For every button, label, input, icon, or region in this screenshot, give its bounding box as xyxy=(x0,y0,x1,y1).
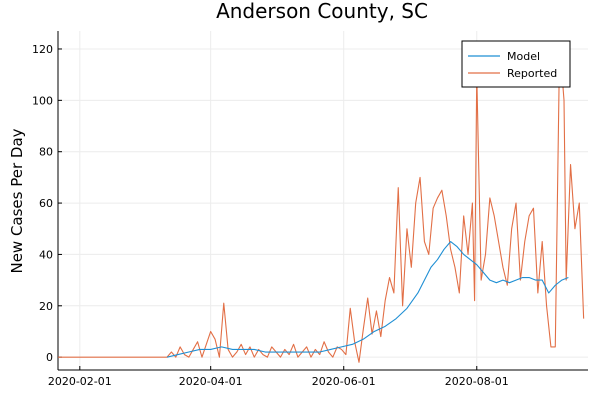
x-tick-label: 2020-02-01 xyxy=(48,375,112,388)
series-line-model xyxy=(166,241,569,358)
y-tick-label: 120 xyxy=(32,43,53,56)
y-tick-label: 40 xyxy=(39,248,53,261)
y-tick-label: 80 xyxy=(39,146,53,159)
series-lines xyxy=(58,43,585,363)
chart-title: Anderson County, SC xyxy=(216,0,428,23)
y-tick-label: 100 xyxy=(32,94,53,107)
series-line-reported xyxy=(58,43,585,363)
y-tick-label: 0 xyxy=(46,351,53,364)
y-tick-label: 20 xyxy=(39,300,53,313)
x-tick-label: 2020-04-01 xyxy=(179,375,243,388)
y-axis-label: New Cases Per Day xyxy=(8,128,26,273)
y-tick-label: 60 xyxy=(39,197,53,210)
x-tick-label: 2020-08-01 xyxy=(445,375,509,388)
axes xyxy=(57,31,588,371)
tick-labels: 2020-02-01 2020-04-01 2020-06-01 2020-08-01… xyxy=(32,43,509,388)
legend-label-model: Model xyxy=(507,50,540,63)
legend-label-reported: Reported xyxy=(507,67,557,80)
legend: Model Reported xyxy=(461,40,571,88)
legend-box xyxy=(461,40,571,88)
x-tick-label: 2020-06-01 xyxy=(312,375,376,388)
